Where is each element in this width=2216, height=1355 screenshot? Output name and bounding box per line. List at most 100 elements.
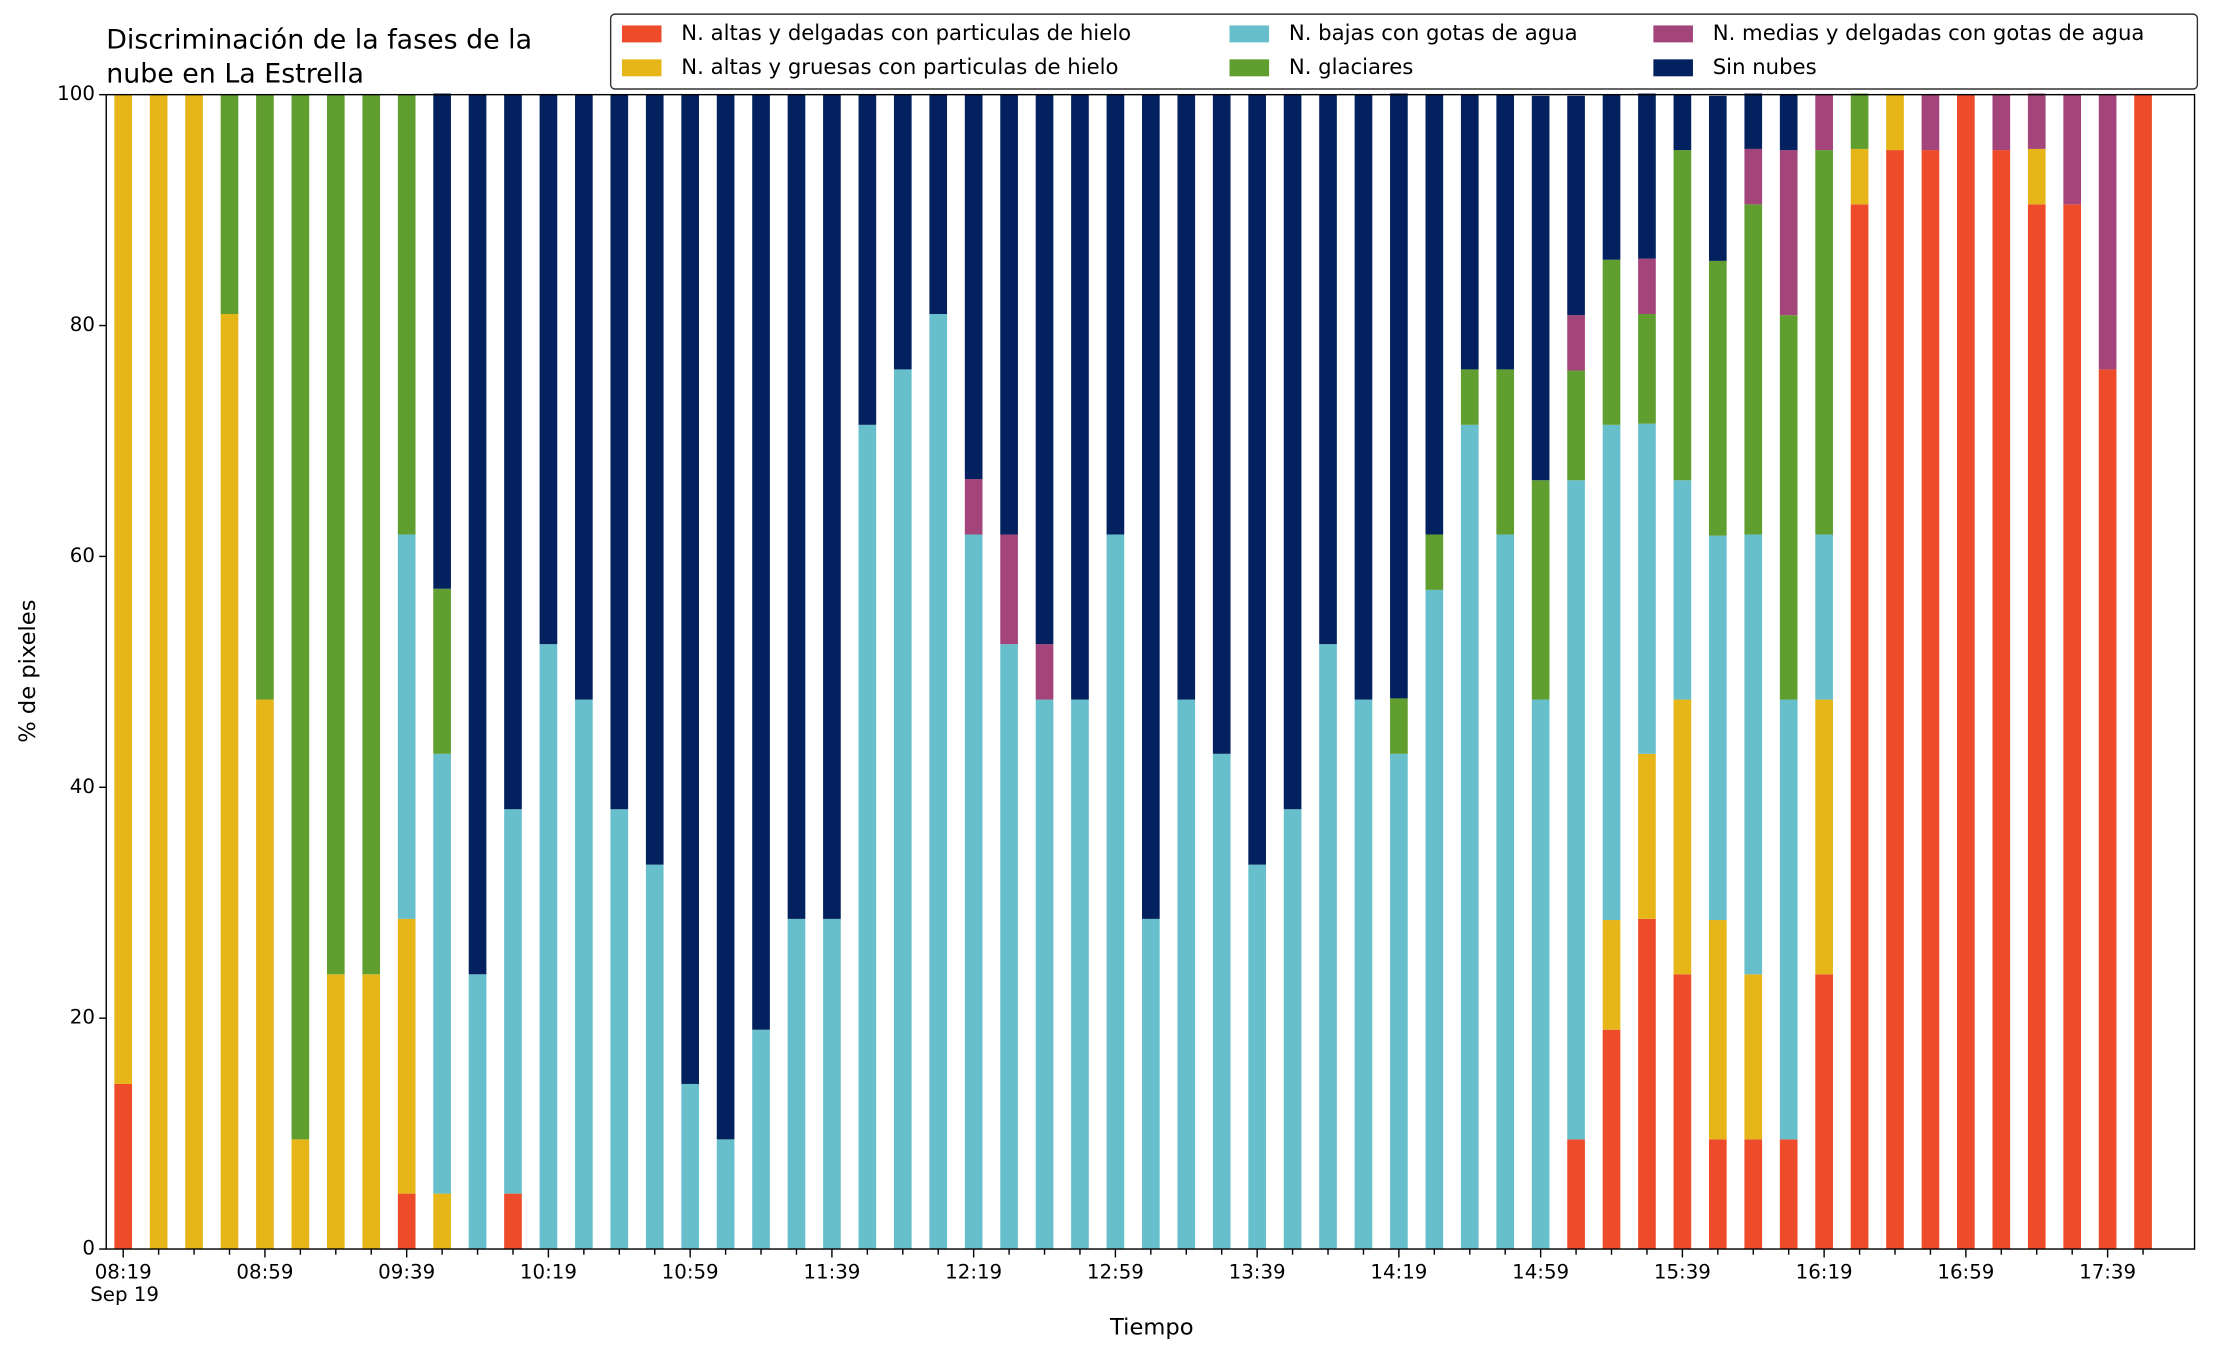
bar-segment <box>1212 753 1231 1250</box>
bar-segment <box>2063 204 2082 1250</box>
bar-segment <box>433 93 451 589</box>
bar-segment <box>787 94 806 919</box>
legend-swatch <box>1229 59 1270 77</box>
bar-segment <box>1460 94 1479 370</box>
bar-segment <box>1779 1139 1798 1250</box>
x-tick-label: 13:39 <box>1229 1261 1286 1284</box>
bar-segment <box>2027 204 2046 1250</box>
bar-segment <box>1567 315 1585 371</box>
bar-segment <box>1071 94 1089 700</box>
bar-segment <box>1602 920 1621 1030</box>
y-tick-label: 0 <box>82 1237 95 1260</box>
bar-segment <box>787 918 806 1250</box>
bar-segment <box>362 974 381 1250</box>
bar-segment <box>823 94 841 919</box>
bar-segment <box>681 1083 699 1250</box>
bar-segment <box>929 94 948 314</box>
legend-swatch <box>621 59 662 77</box>
bar-segment <box>1425 534 1444 590</box>
bar-segment <box>1106 534 1125 1250</box>
bar-segment <box>1638 918 1656 1250</box>
bar-segment <box>1000 94 1018 535</box>
legend-label: Sin nubes <box>1713 54 1817 79</box>
legend-label: N. medias y delgadas con gotas de agua <box>1713 20 2145 45</box>
bar-segment <box>1744 1139 1763 1250</box>
bar-segment <box>1248 864 1266 1250</box>
bar-segment <box>2134 94 2152 1250</box>
bar-segment <box>1531 480 1550 700</box>
x-tick-label: 08:19 <box>95 1261 152 1284</box>
bar-segment <box>1992 150 2011 1250</box>
bar-segment <box>504 94 522 810</box>
bar-segment <box>504 1193 522 1250</box>
bar-segment <box>291 94 310 1140</box>
bar-segment <box>1390 698 1408 754</box>
bar-segment <box>1460 369 1479 425</box>
bar-segment <box>1744 534 1763 975</box>
bar-segment <box>1708 920 1727 1140</box>
x-tick-label: 14:19 <box>1370 1261 1427 1284</box>
bar-segment <box>1567 480 1585 1140</box>
bar-segment <box>1673 699 1692 975</box>
bar-segment <box>1319 94 1337 645</box>
legend-swatch <box>1653 25 1693 43</box>
bar-segment <box>1638 423 1656 754</box>
bar-segment <box>539 644 558 1250</box>
bar-segment <box>504 809 522 1194</box>
bar-segment <box>1567 370 1585 481</box>
bar-segment <box>397 94 416 535</box>
bar-segment <box>1602 1029 1621 1250</box>
bar-segment <box>1496 94 1515 370</box>
bar-segment <box>1638 93 1656 259</box>
bar-segment <box>1142 94 1160 919</box>
bar-segment <box>1957 94 1975 1250</box>
bar-segment <box>752 1029 770 1250</box>
bar-segment <box>1638 258 1656 314</box>
x-tick-label: 16:19 <box>1796 1261 1853 1284</box>
bar-segment <box>1779 699 1798 1140</box>
y-tick-label: 100 <box>57 82 95 105</box>
x-tick-label: 12:19 <box>945 1261 1002 1284</box>
bar-segment <box>433 753 451 1194</box>
bar-segment <box>1283 94 1302 810</box>
x-tick-label: 16:59 <box>1937 1261 1994 1284</box>
bar-segment <box>1496 369 1515 535</box>
bar-segment <box>397 1193 416 1250</box>
bar-segment <box>1390 93 1408 699</box>
bar-segment <box>681 94 699 1084</box>
bar-segment <box>433 588 451 754</box>
bar-segment <box>1354 94 1373 700</box>
bar-segment <box>1708 535 1727 921</box>
chart-title: Discriminación de la fases de la <box>106 24 532 55</box>
bar-segment <box>1283 809 1302 1250</box>
bar-segment <box>1673 94 1692 151</box>
bar-segment <box>397 918 416 1194</box>
bar-segment <box>858 424 877 1250</box>
y-tick-label: 80 <box>70 313 95 336</box>
legend-label: N. altas y gruesas con particulas de hie… <box>681 54 1118 79</box>
chart-title: nube en La Estrella <box>106 58 364 89</box>
bar-segment <box>1673 974 1692 1250</box>
bar-segment <box>1779 94 1798 151</box>
bar-segment <box>1106 94 1125 535</box>
bar-segment <box>433 1193 451 1250</box>
bar-segment <box>964 94 983 480</box>
bar-segment <box>1177 94 1196 700</box>
bar-segment <box>1850 148 1869 205</box>
bar-segment <box>716 94 735 1140</box>
bar-segment <box>1531 95 1550 481</box>
bar-segment <box>1035 94 1054 645</box>
y-tick-label: 20 <box>70 1006 95 1029</box>
bar-segment <box>1815 534 1833 700</box>
bar-segment <box>610 94 629 810</box>
bar-segment <box>716 1139 735 1250</box>
bar-segment <box>1708 1139 1727 1250</box>
x-tick-label: 14:59 <box>1512 1261 1569 1284</box>
bar-segment <box>1744 204 1763 535</box>
bar-segment <box>1886 150 1904 1250</box>
x-tick-label: 17:39 <box>2079 1261 2136 1284</box>
bar-segment <box>1390 753 1408 1250</box>
bar-segment <box>1602 424 1621 921</box>
bar-segment <box>893 369 912 1250</box>
